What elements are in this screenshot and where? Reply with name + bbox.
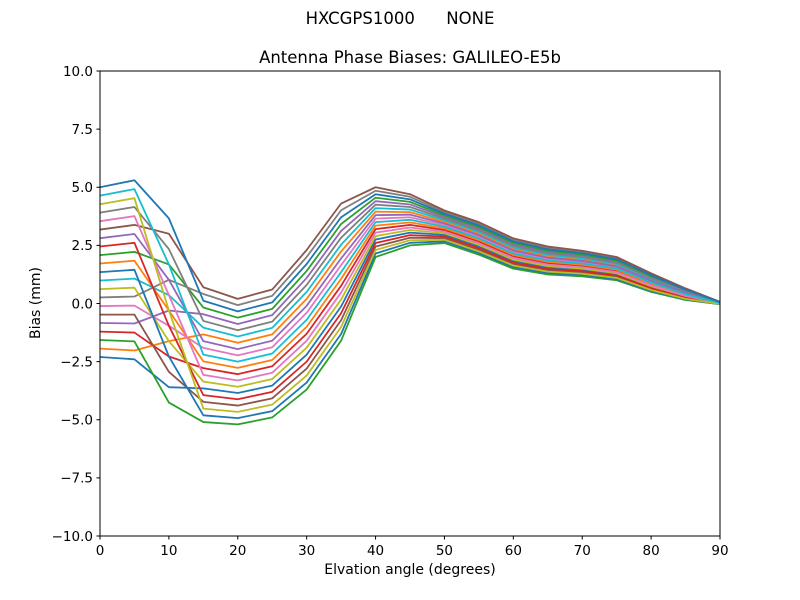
series-line-17 [99, 215, 721, 382]
figure-suptitle: HXCGPS1000 NONE [306, 9, 495, 28]
y-tick-label: 7.5 [72, 122, 93, 138]
series-line-5 [99, 200, 721, 325]
series-line-16 [99, 186, 721, 303]
series-line-9 [99, 229, 721, 388]
x-tick-label: 80 [643, 543, 660, 559]
series-line-3 [99, 242, 721, 426]
y-tick-label: 2.5 [72, 238, 93, 254]
series-line-1 [99, 231, 721, 394]
y-tick-label: −5.0 [60, 413, 93, 429]
series-line-13 [99, 196, 721, 319]
x-tick-label: 90 [711, 543, 728, 559]
y-tick-label: −2.5 [60, 354, 93, 370]
series-line-20 [99, 188, 721, 363]
series-line-10 [99, 207, 721, 338]
x-tick-label: 60 [505, 543, 522, 559]
y-axis-label: Bias (mm) [28, 267, 44, 339]
x-tick-label: 0 [96, 543, 105, 559]
y-tick-label: 10.0 [63, 64, 93, 80]
series-line-18 [99, 203, 721, 332]
axes-title: Antenna Phase Biases: GALILEO-E5b [259, 48, 561, 67]
series-line-8 [99, 189, 721, 307]
axes-group: 0 10 20 30 40 50 60 70 80 90 −10.0 −7.5 −5.0 −2.5 0.0 2… [52, 64, 729, 559]
series-line-7 [99, 216, 721, 357]
x-tick-label: 50 [436, 543, 453, 559]
series-line-21 [99, 179, 721, 313]
x-tick-label: 20 [229, 543, 246, 559]
series-line-19 [99, 197, 721, 413]
series-line-11 [99, 240, 721, 420]
series-line-6 [100, 236, 721, 407]
x-tick-label: 30 [298, 543, 315, 559]
series-group [99, 179, 721, 426]
series-line-12 [99, 221, 721, 369]
x-tick-label: 10 [160, 543, 177, 559]
x-tick-label: 40 [367, 543, 384, 559]
x-tick-label: 70 [574, 543, 591, 559]
series-line-4 [99, 224, 721, 376]
series-line-2 [99, 210, 721, 352]
series-line-14 [99, 234, 721, 401]
y-tick-label: −7.5 [60, 471, 93, 487]
axes-spines [99, 70, 721, 537]
y-tick-label: 0.0 [72, 296, 93, 312]
y-tick-label: −10.0 [52, 529, 93, 545]
x-axis-label: Elvation angle (degrees) [324, 562, 495, 578]
y-tick-label: 5.0 [72, 180, 93, 196]
series-line-15 [99, 213, 721, 350]
